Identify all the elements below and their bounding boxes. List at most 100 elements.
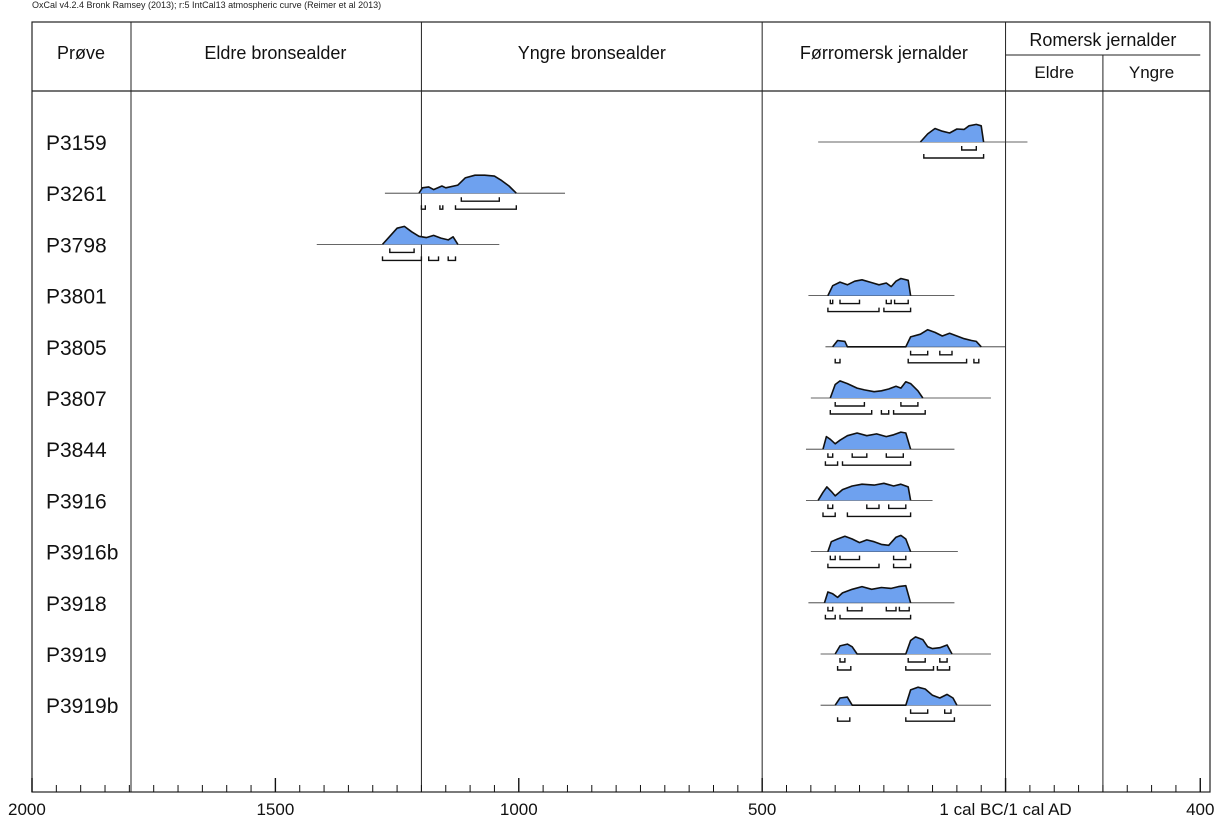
period-header: Eldre bronsealder bbox=[204, 43, 346, 63]
hpd-95-bracket bbox=[420, 205, 426, 210]
period-columns: Eldre bronsealder Yngre bronsealder Førrom… bbox=[204, 22, 1201, 792]
tick-label: 400 bbox=[1186, 800, 1214, 818]
hpd-68-bracket bbox=[389, 248, 415, 254]
x-axis: 2000 1500 1000 500 1 cal BC/1 cal AD 400 bbox=[8, 778, 1214, 818]
hpd-95-bracket bbox=[923, 154, 985, 159]
hpd-95-bracket bbox=[905, 666, 935, 671]
hpd-68-bracket bbox=[900, 402, 919, 407]
hpd-68-bracket bbox=[846, 606, 863, 612]
sample-label: P3916b bbox=[46, 542, 118, 565]
sample-row: P3918 bbox=[46, 584, 955, 620]
hpd-68-bracket bbox=[839, 555, 861, 561]
tick-label: 1500 bbox=[256, 800, 294, 818]
hpd-68-bracket bbox=[939, 658, 948, 663]
distribution-outline bbox=[817, 482, 912, 501]
hpd-95-bracket bbox=[822, 512, 836, 518]
hpd-68-bracket bbox=[909, 709, 929, 714]
distribution-outline bbox=[827, 534, 912, 552]
hpd-68-bracket bbox=[839, 658, 846, 663]
hpd-68-bracket bbox=[839, 299, 861, 305]
probability-distribution bbox=[835, 636, 952, 654]
hpd-95-bracket bbox=[827, 563, 880, 569]
tick-label: 1000 bbox=[500, 800, 538, 818]
hpd-68-bracket bbox=[893, 299, 909, 305]
sample-column-header: Prøve bbox=[57, 43, 105, 63]
hpd-95-bracket bbox=[829, 410, 873, 415]
hpd-95-bracket bbox=[892, 563, 912, 569]
distribution-outline bbox=[823, 584, 912, 604]
sample-rows: P3159 P3261 P3798 P3801 P3805 P3807 P3844 P3916… bbox=[46, 123, 1028, 722]
distribution-outline bbox=[919, 123, 985, 143]
hpd-68-bracket bbox=[885, 606, 897, 612]
period-header: Yngre bronsealder bbox=[518, 43, 666, 63]
hpd-95-bracket bbox=[824, 461, 839, 466]
hpd-95-bracket bbox=[439, 205, 444, 210]
probability-distribution bbox=[419, 175, 517, 194]
hpd-68-bracket bbox=[460, 197, 500, 202]
probability-distribution bbox=[818, 483, 911, 501]
hpd-95-bracket bbox=[836, 717, 851, 722]
hpd-68-bracket bbox=[907, 658, 926, 663]
hpd-95-bracket bbox=[447, 256, 457, 262]
sample-row: P3844 bbox=[46, 431, 955, 466]
subperiod-header: Eldre bbox=[1034, 63, 1074, 82]
sample-row: P3807 bbox=[46, 380, 991, 415]
distribution-outline bbox=[418, 174, 517, 194]
subperiod-header: Yngre bbox=[1129, 63, 1174, 82]
hpd-68-bracket bbox=[961, 146, 977, 151]
sample-row: P3916 bbox=[46, 482, 933, 518]
distribution-outline bbox=[832, 328, 982, 348]
hpd-68-bracket bbox=[885, 453, 904, 458]
probability-distribution bbox=[827, 535, 911, 552]
sample-row: P3159 bbox=[46, 123, 1028, 159]
period-header: Førromersk jernalder bbox=[800, 43, 968, 63]
sample-label: P3916 bbox=[46, 490, 107, 513]
hpd-68-bracket bbox=[909, 350, 929, 356]
sample-label: P3918 bbox=[46, 593, 107, 616]
hpd-95-bracket bbox=[905, 717, 956, 722]
sample-label: P3159 bbox=[46, 132, 107, 155]
hpd-95-bracket bbox=[428, 256, 440, 262]
hpd-95-bracket bbox=[883, 307, 912, 313]
hpd-68-bracket bbox=[888, 504, 907, 510]
hpd-95-bracket bbox=[841, 461, 912, 466]
hpd-68-bracket bbox=[827, 453, 834, 458]
hpd-68-bracket bbox=[851, 453, 868, 458]
hpd-95-bracket bbox=[827, 307, 880, 313]
hpd-68-bracket bbox=[885, 299, 892, 305]
hpd-95-bracket bbox=[824, 614, 836, 620]
hpd-95-bracket bbox=[839, 614, 912, 620]
probability-distribution bbox=[920, 124, 984, 142]
hpd-68-bracket bbox=[834, 402, 866, 407]
sample-label: P3798 bbox=[46, 234, 107, 257]
sample-row: P3919b bbox=[46, 686, 991, 722]
sample-label: P3801 bbox=[46, 286, 107, 309]
probability-distribution bbox=[823, 432, 911, 450]
probability-distribution bbox=[827, 278, 911, 296]
tick-label: 1 cal BC/1 cal AD bbox=[939, 800, 1071, 818]
probability-distribution bbox=[835, 687, 957, 706]
hpd-95-bracket bbox=[836, 666, 852, 671]
hpd-68-bracket bbox=[827, 504, 834, 510]
probability-distribution bbox=[824, 585, 911, 603]
hpd-68-bracket bbox=[944, 709, 952, 714]
hpd-68-bracket bbox=[898, 606, 910, 612]
sample-label: P3805 bbox=[46, 337, 107, 360]
sample-row: P3805 bbox=[46, 328, 1006, 364]
sample-row: P3261 bbox=[46, 174, 566, 210]
hpd-95-bracket bbox=[973, 358, 980, 364]
hpd-68-bracket bbox=[939, 350, 953, 356]
probability-distribution bbox=[382, 226, 458, 245]
tick-label: 2000 bbox=[8, 800, 46, 818]
distribution-outline bbox=[827, 277, 912, 296]
hpd-68-bracket bbox=[866, 504, 880, 510]
calibration-caption: OxCal v4.2.4 Bronk Ramsey (2013); r:5 In… bbox=[32, 0, 382, 10]
hpd-95-bracket bbox=[907, 358, 968, 364]
plot-frame bbox=[31, 21, 1211, 793]
hpd-68-bracket bbox=[829, 555, 836, 561]
sample-row: P3801 bbox=[46, 277, 955, 313]
hpd-68-bracket bbox=[827, 606, 834, 612]
distribution-outline bbox=[829, 380, 924, 399]
sample-row: P3919 bbox=[46, 636, 991, 671]
